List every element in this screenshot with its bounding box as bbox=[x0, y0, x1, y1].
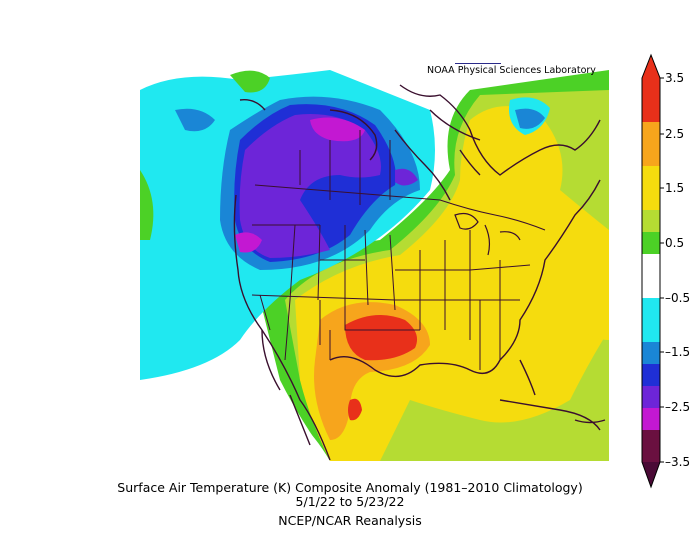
coastlines bbox=[233, 84, 606, 461]
anomaly-field bbox=[140, 55, 609, 461]
colorbar-bottom-arrow bbox=[642, 462, 660, 487]
colorbar bbox=[641, 53, 664, 489]
colorbar-label-neg1.5: –1.5 bbox=[665, 345, 691, 359]
colorbar-label-neg3.5: –3.5 bbox=[665, 455, 691, 469]
data-source: NCEP/NCAR Reanalysis bbox=[278, 513, 422, 528]
great-lakes bbox=[454, 212, 521, 256]
credit-label: NOAA Physical Sciences Laboratory bbox=[427, 65, 596, 76]
colorbar-label-3.5: 3.5 bbox=[665, 71, 685, 85]
colorbar-label-neg2.5: –2.5 bbox=[665, 400, 691, 414]
date-range: 5/1/22 to 5/23/22 bbox=[295, 494, 405, 509]
colorbar-top-arrow bbox=[642, 55, 660, 78]
credit-underline bbox=[455, 63, 501, 64]
colorbar-label-1.5: 1.5 bbox=[665, 181, 685, 195]
map-title: Surface Air Temperature (K) Composite An… bbox=[117, 480, 583, 495]
colorbar-label-0.5: 0.5 bbox=[665, 236, 685, 250]
boundaries bbox=[251, 130, 546, 370]
colorbar-label-2.5: 2.5 bbox=[665, 127, 685, 141]
colorbar-label-neg0.5: –0.5 bbox=[665, 291, 691, 305]
